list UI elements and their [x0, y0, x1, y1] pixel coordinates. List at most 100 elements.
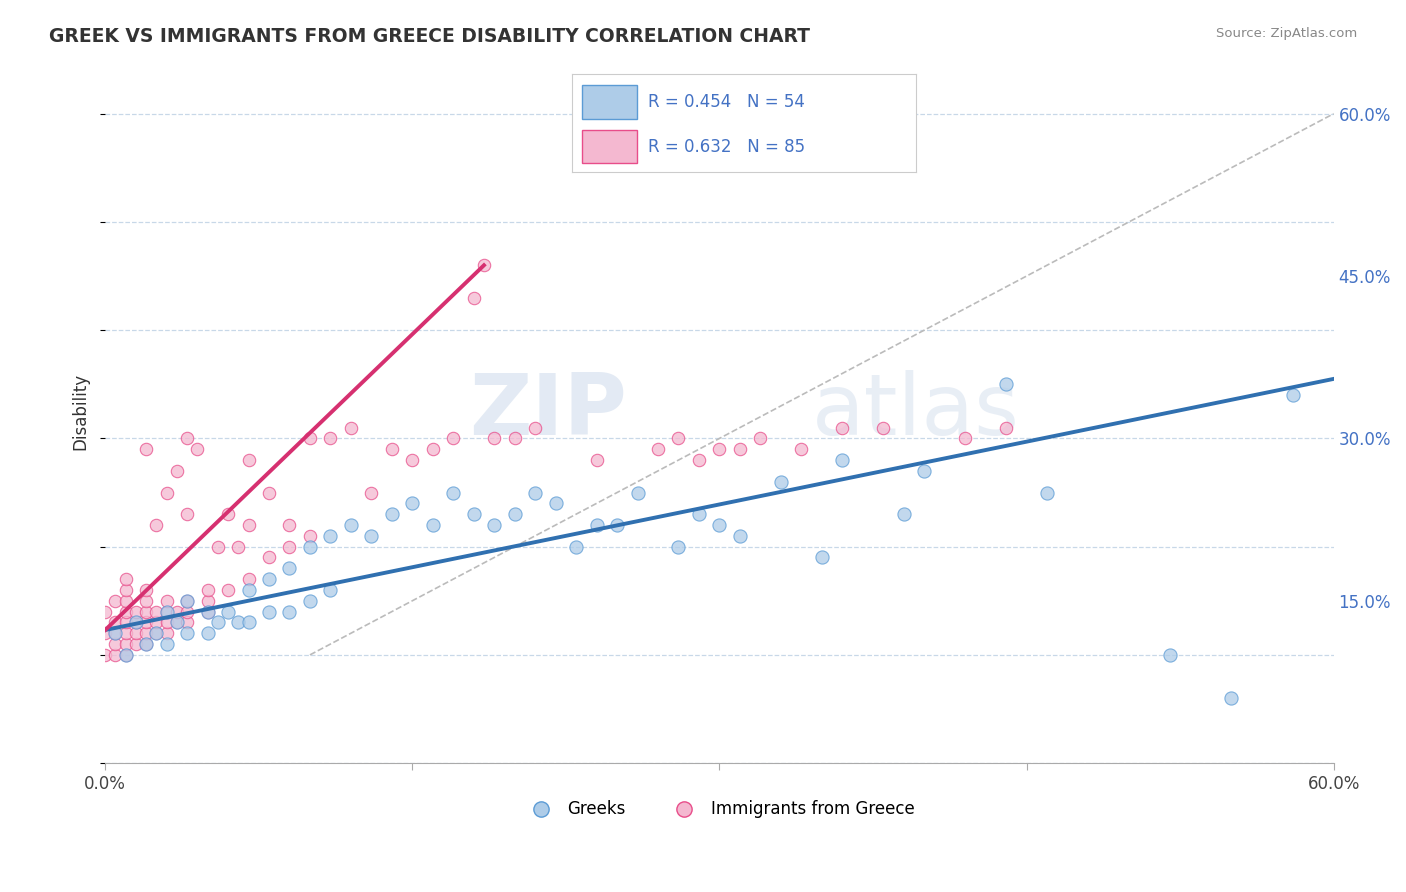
Point	[104, 615, 127, 630]
Point	[207, 540, 229, 554]
Point	[166, 605, 188, 619]
Point	[145, 626, 167, 640]
Point	[278, 605, 301, 619]
Point	[176, 615, 198, 630]
Point	[441, 432, 464, 446]
Text: ZIP: ZIP	[470, 370, 627, 453]
Point	[995, 377, 1018, 392]
Point	[145, 518, 167, 533]
Point	[114, 637, 136, 651]
Point	[912, 464, 935, 478]
Point	[524, 420, 547, 434]
Text: Source: ZipAtlas.com: Source: ZipAtlas.com	[1216, 27, 1357, 40]
Point	[125, 605, 148, 619]
Point	[278, 561, 301, 575]
Point	[197, 605, 219, 619]
Point	[114, 605, 136, 619]
Point	[688, 453, 710, 467]
Point	[340, 518, 363, 533]
Point	[238, 572, 260, 586]
Point	[197, 626, 219, 640]
Point	[1281, 388, 1303, 402]
Point	[135, 615, 157, 630]
Point	[381, 442, 404, 457]
Point	[145, 626, 167, 640]
Point	[135, 626, 157, 640]
Point	[298, 529, 321, 543]
Point	[238, 453, 260, 467]
Point	[422, 442, 444, 457]
Point	[166, 464, 188, 478]
Point	[94, 626, 117, 640]
Point	[340, 420, 363, 434]
Point	[176, 507, 198, 521]
Point	[156, 605, 179, 619]
Point	[176, 594, 198, 608]
Point	[125, 615, 148, 630]
Point	[207, 615, 229, 630]
Point	[114, 626, 136, 640]
Point	[186, 442, 208, 457]
Point	[145, 615, 167, 630]
Point	[401, 453, 423, 467]
Point	[769, 475, 792, 489]
Point	[135, 637, 157, 651]
Legend: Greeks, Immigrants from Greece: Greeks, Immigrants from Greece	[517, 794, 921, 825]
Point	[484, 432, 506, 446]
Point	[503, 432, 526, 446]
Y-axis label: Disability: Disability	[72, 373, 89, 450]
Point	[360, 485, 382, 500]
Point	[298, 540, 321, 554]
Point	[197, 582, 219, 597]
Point	[156, 594, 179, 608]
Point	[257, 485, 280, 500]
Point	[125, 637, 148, 651]
Point	[524, 485, 547, 500]
Point	[1220, 691, 1243, 706]
Point	[217, 605, 239, 619]
Point	[217, 582, 239, 597]
Point	[135, 442, 157, 457]
Point	[156, 615, 179, 630]
Point	[709, 518, 731, 533]
Point	[831, 453, 853, 467]
Point	[135, 582, 157, 597]
Point	[749, 432, 772, 446]
Point	[156, 637, 179, 651]
Point	[135, 605, 157, 619]
Point	[238, 518, 260, 533]
Point	[953, 432, 976, 446]
Point	[585, 453, 607, 467]
Point	[872, 420, 894, 434]
Point	[257, 550, 280, 565]
Point	[463, 507, 485, 521]
Point	[125, 615, 148, 630]
Point	[688, 507, 710, 521]
Point	[166, 615, 188, 630]
Point	[319, 582, 342, 597]
Point	[238, 615, 260, 630]
Point	[226, 615, 249, 630]
Point	[114, 615, 136, 630]
Point	[728, 442, 751, 457]
Point	[197, 594, 219, 608]
Point	[503, 507, 526, 521]
Point	[197, 605, 219, 619]
Point	[278, 518, 301, 533]
Point	[257, 605, 280, 619]
Point	[441, 485, 464, 500]
Point	[166, 615, 188, 630]
Text: GREEK VS IMMIGRANTS FROM GREECE DISABILITY CORRELATION CHART: GREEK VS IMMIGRANTS FROM GREECE DISABILI…	[49, 27, 810, 45]
Point	[298, 594, 321, 608]
Point	[810, 550, 832, 565]
Point	[104, 626, 127, 640]
Point	[135, 594, 157, 608]
Point	[728, 529, 751, 543]
Point	[401, 496, 423, 510]
Point	[668, 432, 690, 446]
Point	[104, 594, 127, 608]
Point	[114, 572, 136, 586]
Point	[257, 572, 280, 586]
Point	[114, 582, 136, 597]
Point	[319, 529, 342, 543]
